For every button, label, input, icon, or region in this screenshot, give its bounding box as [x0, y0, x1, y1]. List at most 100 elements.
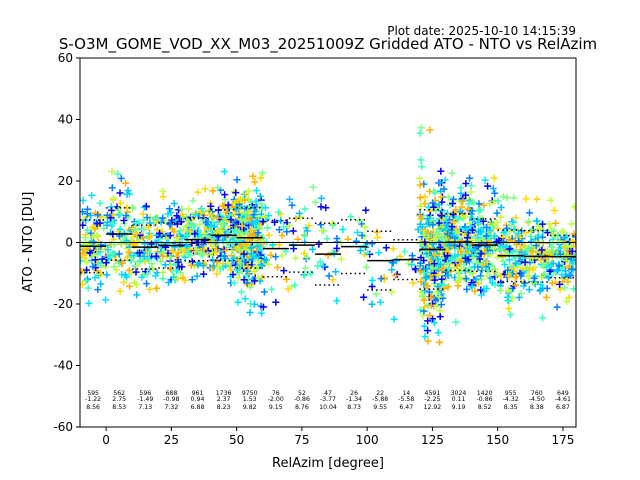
scatter-point: [497, 245, 505, 253]
x-axis-label: RelAzim [degree]: [272, 456, 384, 471]
scatter-point: [220, 202, 228, 210]
scatter-point: [466, 265, 474, 273]
scatter-point: [178, 263, 186, 271]
bin-count-label: 47: [324, 390, 332, 397]
scatter-point: [561, 234, 569, 242]
scatter-point: [312, 198, 320, 206]
scatter-point: [259, 169, 267, 177]
scatter-point: [116, 225, 124, 233]
scatter-point: [474, 219, 482, 226]
scatter-point: [422, 274, 430, 282]
scatter-point: [143, 280, 151, 288]
scatter-point: [288, 201, 296, 209]
bin-std-label: 8.76: [295, 404, 309, 411]
scatter-point: [458, 196, 465, 204]
scatter-point: [480, 201, 488, 209]
scatter-point: [567, 272, 575, 280]
scatter-point: [466, 174, 474, 182]
scatter-point: [159, 214, 167, 222]
scatter-point: [329, 276, 337, 284]
scatter-point: [437, 193, 445, 201]
scatter-point: [275, 226, 283, 234]
scatter-point: [511, 238, 519, 246]
scatter-point: [563, 257, 570, 265]
scatter-point: [221, 232, 229, 240]
scatter-point: [452, 206, 460, 214]
scatter-point: [437, 301, 445, 309]
scatter-point: [229, 271, 237, 278]
scatter-point: [135, 238, 143, 246]
scatter-point: [471, 287, 479, 295]
scatter-point: [417, 124, 425, 132]
scatter-point: [166, 232, 174, 239]
scatter-point: [372, 290, 380, 298]
scatter-point: [114, 206, 122, 214]
scatter-point: [417, 259, 424, 267]
scatter-point: [188, 276, 196, 284]
scatter-point: [169, 248, 177, 256]
scatter-point: [243, 205, 251, 213]
scatter-point: [133, 291, 141, 299]
scatter-point: [178, 211, 186, 219]
scatter-point: [261, 255, 268, 263]
scatter-point: [242, 190, 250, 198]
scatter-point: [325, 272, 333, 280]
scatter-point: [84, 284, 92, 292]
scatter-point: [507, 222, 515, 230]
scatter-point: [551, 233, 559, 241]
scatter-point: [431, 189, 439, 197]
scatter-point: [556, 280, 564, 288]
bin-mean-label: -4.50: [529, 396, 545, 403]
bin-mean-label: 0.11: [452, 396, 466, 403]
bin-count-label: 76: [272, 390, 280, 397]
scatter-point: [101, 263, 109, 271]
scatter-point: [538, 246, 546, 254]
bin-mean-label: -0.98: [163, 396, 179, 403]
scatter-point: [200, 270, 208, 278]
scatter-point: [475, 207, 483, 215]
scatter-point: [152, 252, 160, 260]
scatter-point: [468, 240, 476, 248]
scatter-point: [570, 203, 576, 211]
scatter-point: [130, 218, 138, 226]
scatter-point: [258, 309, 266, 317]
scatter-point: [510, 225, 518, 233]
scatter-point: [120, 217, 128, 224]
scatter-point: [119, 259, 126, 267]
scatter-point: [533, 217, 541, 225]
scatter-point: [462, 275, 470, 283]
scatter-point: [487, 226, 494, 234]
y-axis: -60 -40 -20 0 20 40 60: [53, 51, 80, 434]
scatter-point: [280, 223, 288, 231]
scatter-point: [166, 205, 174, 213]
scatter-point: [83, 226, 91, 234]
bin-std-label: 6.88: [191, 404, 205, 411]
scatter-point: [122, 179, 129, 187]
scatter-point: [496, 286, 504, 294]
scatter-point: [416, 129, 424, 137]
scatter-point: [416, 306, 424, 314]
scatter-point: [510, 194, 518, 202]
scatter-point: [427, 302, 435, 309]
scatter-point: [317, 203, 325, 211]
scatter-point: [300, 250, 308, 258]
bin-count-label: 14: [402, 390, 410, 397]
scatter-point: [463, 285, 471, 293]
scatter-point: [435, 219, 443, 227]
scatter-point: [170, 228, 178, 236]
scatter-point: [569, 237, 576, 245]
scatter-point: [213, 270, 221, 278]
scatter-point: [473, 276, 481, 284]
scatter-point: [333, 297, 341, 305]
plot-date: Plot date: 2025-10-10 14:15:39: [387, 24, 576, 38]
scatter-point: [165, 279, 173, 286]
scatter-point: [86, 249, 94, 257]
scatter-point: [522, 229, 530, 237]
scatter-point: [201, 185, 209, 193]
scatter-point: [420, 180, 428, 188]
scatter-point: [488, 279, 496, 287]
scatter-point: [388, 288, 396, 296]
scatter-point: [117, 174, 125, 182]
scatter-point: [148, 260, 156, 268]
scatter-point: [450, 219, 458, 227]
